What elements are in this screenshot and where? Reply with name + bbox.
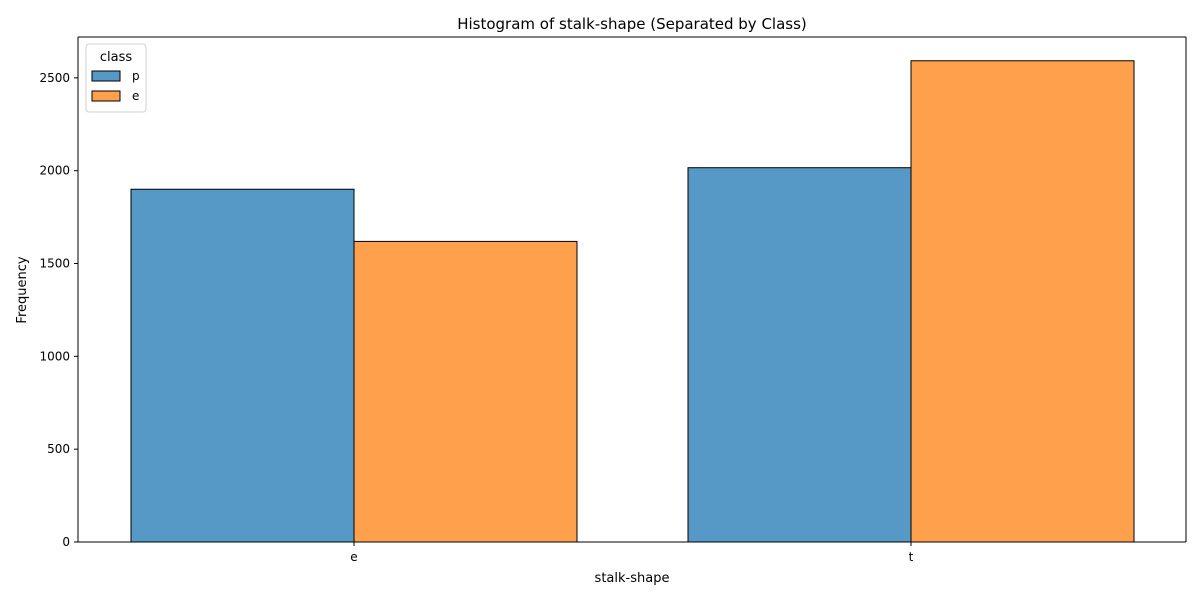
x-tick-label: e bbox=[350, 550, 357, 564]
bar-p-t bbox=[687, 167, 912, 543]
y-axis-label: Frequency bbox=[15, 256, 30, 323]
legend-title: class bbox=[100, 50, 132, 65]
x-tick-label: t bbox=[909, 550, 914, 564]
x-axis-label: stalk-shape bbox=[595, 571, 670, 586]
legend: class pe bbox=[85, 43, 147, 113]
bar-e-t bbox=[910, 60, 1135, 543]
y-tick-label: 0 bbox=[62, 535, 70, 549]
plot-area bbox=[130, 60, 1135, 543]
legend-label-e: e bbox=[132, 89, 139, 103]
y-tick-label: 2000 bbox=[39, 164, 70, 178]
legend-swatch-p bbox=[91, 70, 121, 82]
bar-e-e bbox=[353, 240, 578, 543]
y-tick-label: 500 bbox=[47, 442, 70, 456]
y-axis-ticks: 0 500 1000 1500 2000 2500 bbox=[39, 71, 78, 549]
chart-title: Histogram of stalk-shape (Separated by C… bbox=[457, 15, 807, 33]
y-tick-label: 1500 bbox=[39, 257, 70, 271]
legend-items: pe bbox=[91, 69, 140, 103]
y-tick-label: 1000 bbox=[39, 349, 70, 363]
y-tick-label: 2500 bbox=[39, 71, 70, 85]
legend-label-p: p bbox=[132, 69, 140, 83]
legend-swatch-e bbox=[91, 90, 121, 102]
bar-p-e bbox=[130, 188, 355, 543]
